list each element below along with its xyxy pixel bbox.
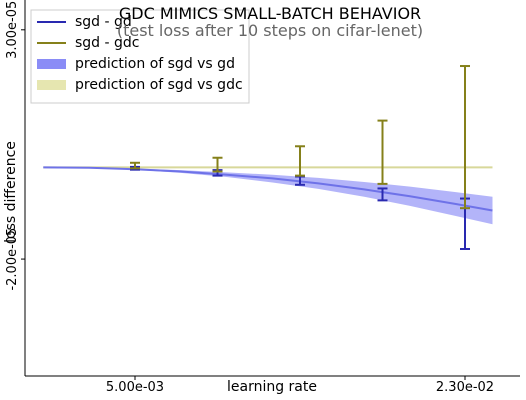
y-tick-label: -2.00e-05	[5, 228, 20, 291]
prediction-of-sgd-vs-gd-band	[43, 167, 493, 225]
axes	[24, 0, 520, 377]
sgd-gdc-errorbar	[460, 65, 470, 210]
sgd-gd-legend-label: sgd - gd	[75, 14, 132, 30]
sgd-gdc-errorbar	[377, 119, 388, 185]
sgd-gd-errorbar	[377, 187, 388, 202]
prediction-of-sgd-vs-gd-legend-swatch	[37, 59, 66, 69]
y-tick-label: 3.00e-05	[5, 1, 20, 59]
sgd-gdc-errorbar	[295, 145, 305, 177]
x-tick-label: 5.00e-03	[106, 380, 164, 395]
sgd-gdc-errorbar	[212, 156, 223, 173]
prediction-of-sgd-vs-gd-line	[43, 166, 493, 212]
x-tick-label: 2.30e-02	[436, 380, 494, 395]
legend-box	[30, 9, 250, 104]
errorbar-series	[130, 65, 470, 250]
prediction-of-sgd-vs-gdc-legend-label: prediction of sgd vs gdc	[75, 77, 243, 93]
prediction-bands	[43, 166, 493, 225]
sgd-gdc-errorbar	[130, 161, 140, 170]
prediction-of-sgd-vs-gdc-legend-swatch	[37, 80, 66, 90]
legend: sgd - gd sgd - gdc prediction of sgd vs gd…	[30, 9, 250, 104]
tick-labels: 5.00e-03 2.30e-02 3.00e-05 -2.00e-05	[5, 1, 494, 395]
y-axis-label: loss difference	[3, 141, 19, 243]
chart-title: GDC MIMICS SMALL-BATCH BEHAVIOR	[119, 4, 421, 23]
chart-subtitle: (test loss after 10 steps on cifar-lenet…	[117, 21, 423, 40]
x-axis-label: learning rate	[227, 379, 317, 395]
prediction-of-sgd-vs-gd-legend-label: prediction of sgd vs gd	[75, 56, 235, 72]
sgd-gdc-legend-label: sgd - gdc	[75, 35, 140, 51]
